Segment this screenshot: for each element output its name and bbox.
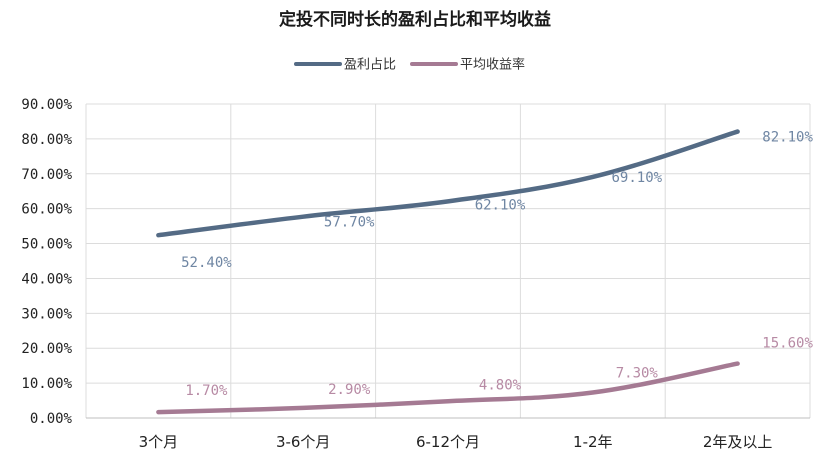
legend-label-profit-ratio: 盈利占比 xyxy=(344,58,396,73)
y-tick-label: 90.00% xyxy=(21,97,72,113)
data-label: 7.30% xyxy=(616,366,659,382)
data-label: 82.10% xyxy=(762,130,813,146)
chart-title: 定投不同时长的盈利占比和平均收益 xyxy=(279,9,551,30)
legend: 盈利占比 平均收益率 xyxy=(294,57,525,73)
data-label: 15.60% xyxy=(762,336,813,352)
data-label: 4.80% xyxy=(479,377,522,393)
series-line-avg-return xyxy=(156,361,740,415)
x-tick-label: 3-6个月 xyxy=(276,433,331,451)
data-label: 69.10% xyxy=(612,170,663,186)
data-label: 52.40% xyxy=(181,255,232,271)
y-tick-label: 70.00% xyxy=(21,167,72,183)
y-tick-label: 40.00% xyxy=(21,271,72,287)
data-label: 62.10% xyxy=(475,197,526,213)
grid xyxy=(85,103,811,418)
y-tick-label: 80.00% xyxy=(21,132,72,148)
series-line-profit-ratio xyxy=(156,129,740,238)
y-tick-label: 10.00% xyxy=(21,376,72,392)
data-label: 2.90% xyxy=(328,382,371,398)
y-tick-label: 0.00% xyxy=(30,411,73,427)
x-tick-label: 1-2年 xyxy=(573,433,613,451)
series-lines xyxy=(156,129,740,415)
x-tick-label: 2年及以上 xyxy=(703,433,773,451)
data-labels: 52.40% 57.70% 62.10% 69.10% 82.10% 1.70% 2.90%… xyxy=(181,130,813,400)
y-tick-label: 60.00% xyxy=(21,202,72,218)
x-tick-label: 3个月 xyxy=(139,433,179,451)
y-tick-label: 50.00% xyxy=(21,237,72,253)
data-label: 1.70% xyxy=(185,383,228,399)
x-tick-label: 6-12个月 xyxy=(416,433,480,451)
y-axis: 0.00% 10.00% 20.00% 30.00% 40.00% 50.00% 60.00… xyxy=(21,97,72,427)
data-label: 57.70% xyxy=(324,215,375,231)
legend-label-avg-return: 平均收益率 xyxy=(460,57,525,73)
x-axis: 3个月 3-6个月 6-12个月 1-2年 2年及以上 xyxy=(86,417,810,451)
y-tick-label: 20.00% xyxy=(21,341,72,357)
y-tick-label: 30.00% xyxy=(21,306,72,322)
